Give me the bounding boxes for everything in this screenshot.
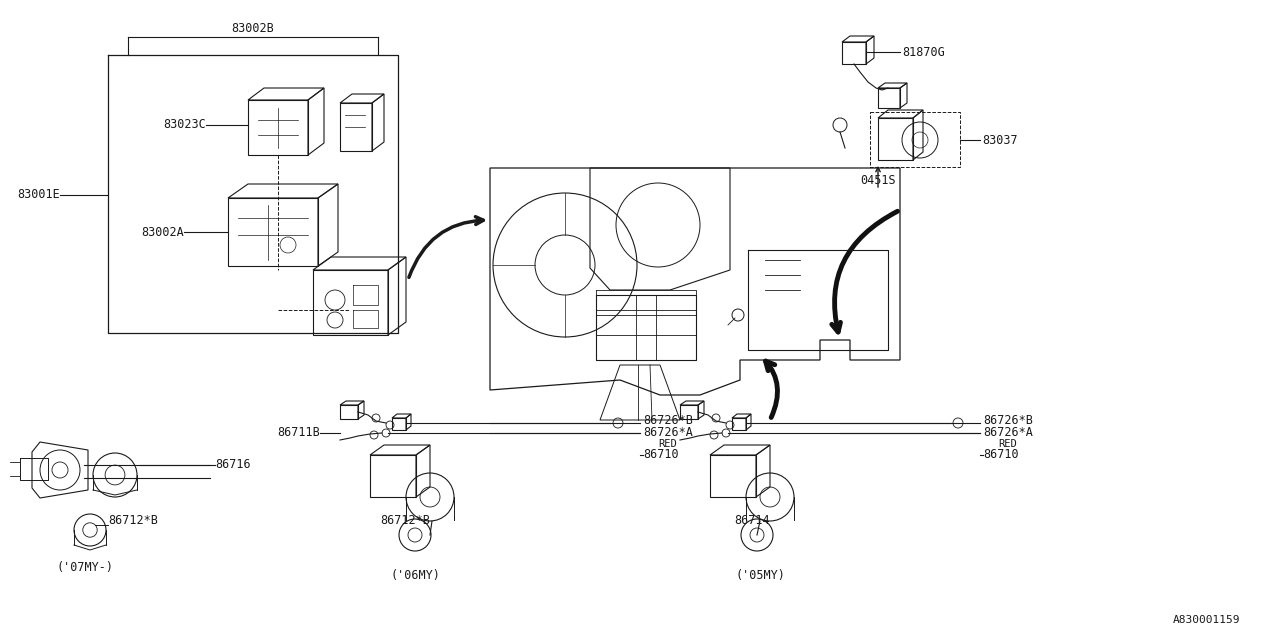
Text: ('05MY): ('05MY) [735, 568, 785, 582]
Text: 83037: 83037 [982, 134, 1018, 147]
Text: 86716: 86716 [215, 458, 251, 472]
FancyArrowPatch shape [832, 211, 897, 332]
FancyArrowPatch shape [876, 167, 881, 188]
FancyArrowPatch shape [408, 217, 484, 277]
Text: ('06MY): ('06MY) [390, 568, 440, 582]
Text: 81870G: 81870G [902, 45, 945, 58]
Text: 86726*B: 86726*B [643, 413, 692, 426]
Text: RED: RED [998, 439, 1016, 449]
FancyArrowPatch shape [765, 361, 777, 417]
Text: ('07MY-): ('07MY-) [56, 561, 114, 575]
Text: 86712*B: 86712*B [380, 513, 430, 527]
Text: 86710: 86710 [983, 449, 1019, 461]
Text: 86726*B: 86726*B [983, 413, 1033, 426]
Text: 86726*A: 86726*A [643, 426, 692, 440]
Text: 86711B: 86711B [278, 426, 320, 440]
Text: RED: RED [658, 439, 677, 449]
Text: 86712*B: 86712*B [108, 513, 157, 527]
Text: 83002B: 83002B [232, 22, 274, 35]
Text: 86710: 86710 [643, 449, 678, 461]
Text: 86726*A: 86726*A [983, 426, 1033, 440]
Text: 83023C: 83023C [164, 118, 206, 131]
Text: 86714: 86714 [735, 513, 771, 527]
Text: 83002A: 83002A [141, 225, 184, 239]
Text: 83001E: 83001E [17, 189, 60, 202]
Text: 0451S: 0451S [860, 173, 896, 186]
Text: A830001159: A830001159 [1172, 615, 1240, 625]
